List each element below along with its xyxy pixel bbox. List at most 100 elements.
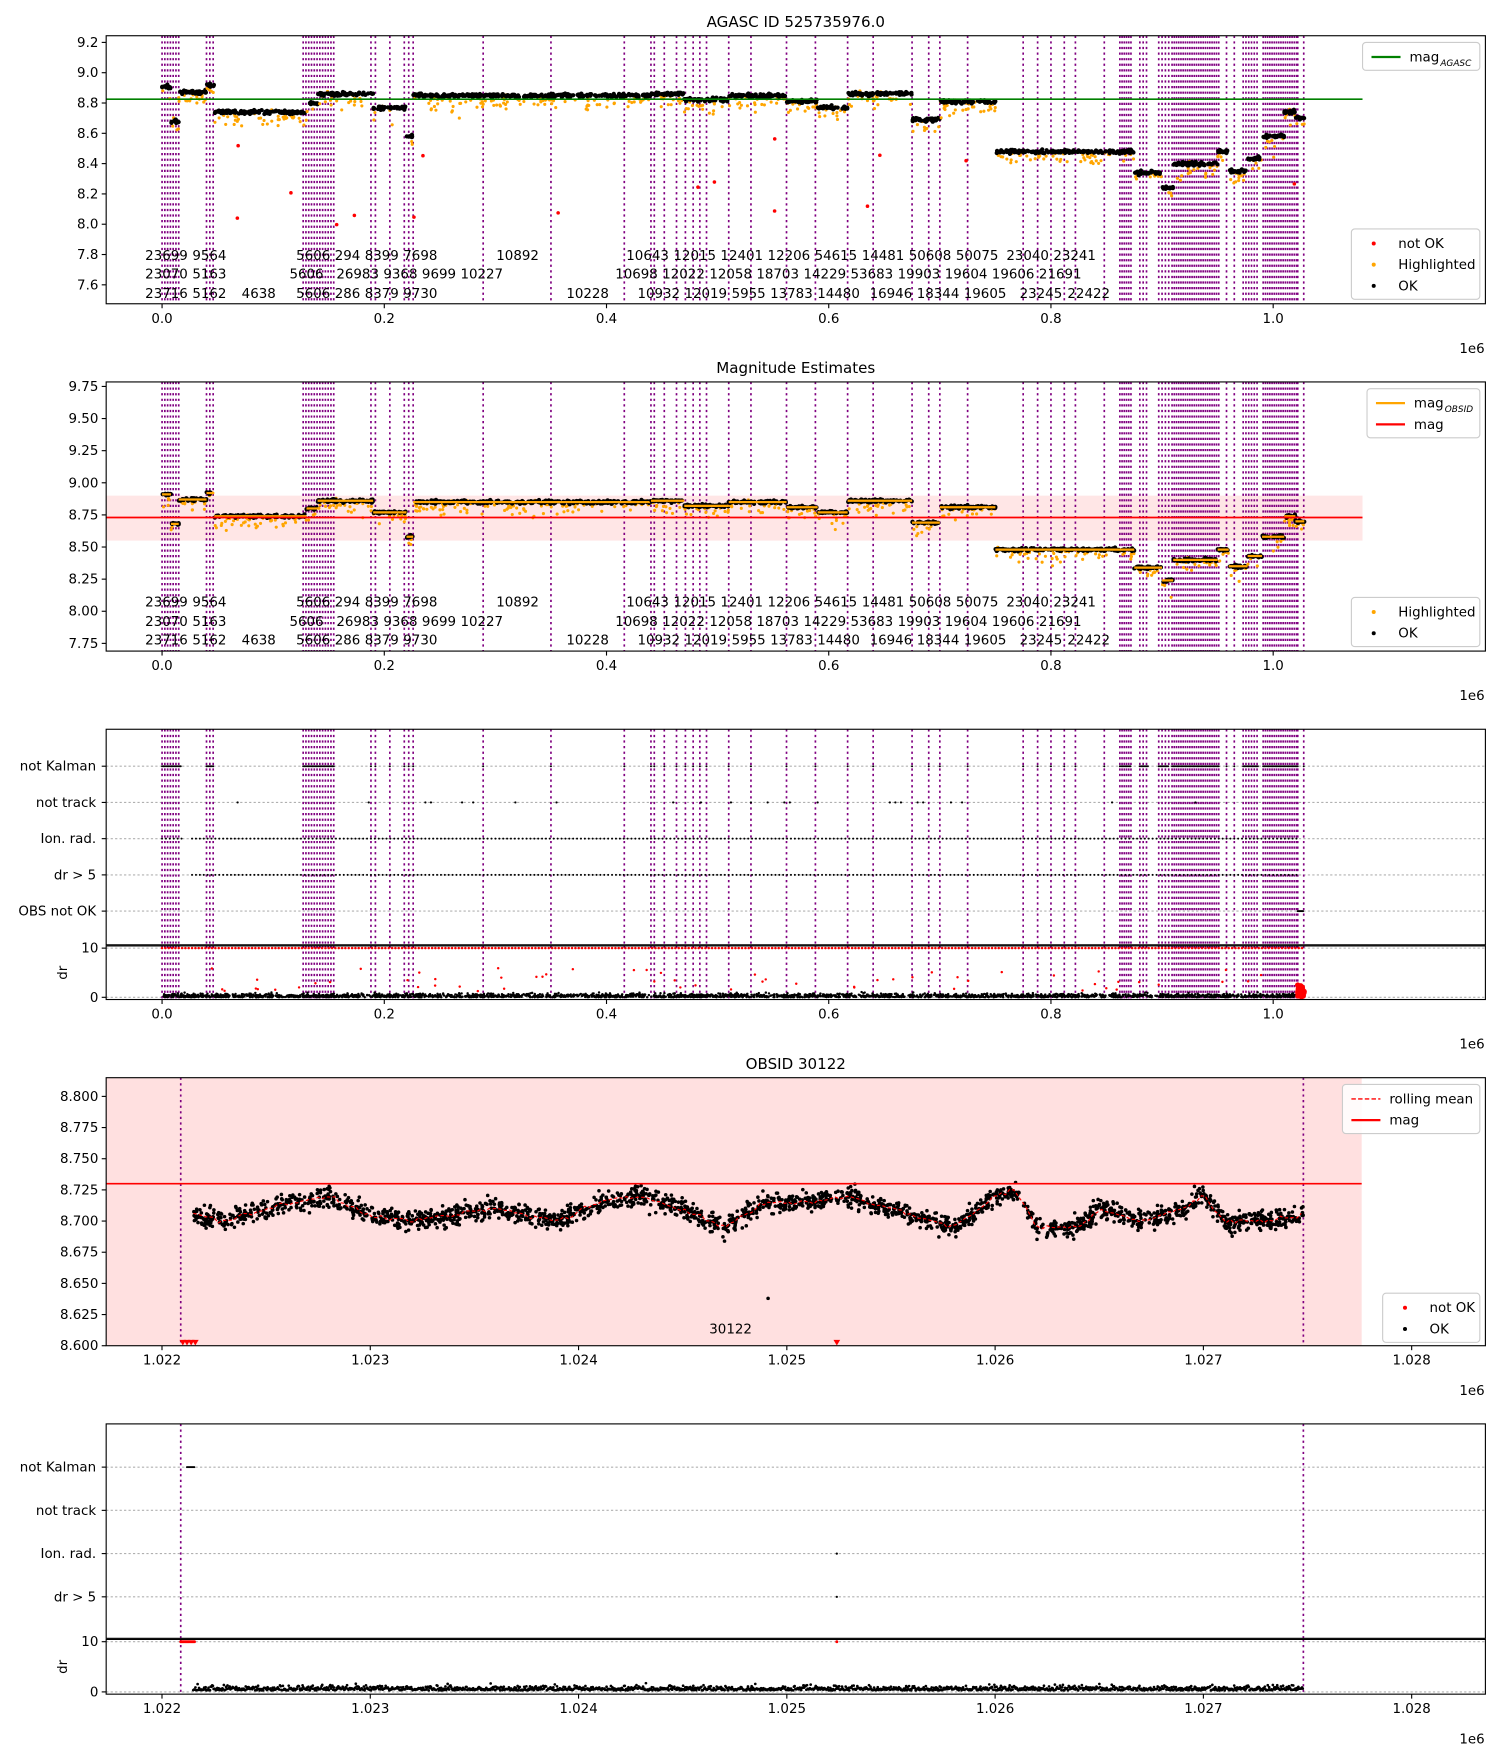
highlighted-point (1178, 178, 1182, 182)
highlighted-point (481, 102, 485, 106)
highlighted-point (960, 510, 964, 514)
ok-point (1301, 116, 1307, 121)
not-track-point (899, 801, 903, 804)
obsid-label: 9699 (422, 267, 456, 282)
ok-point (780, 92, 785, 98)
ok-point (604, 92, 609, 97)
ion-rad-point (428, 837, 431, 840)
highlighted-point (690, 103, 695, 108)
highlighted-point (830, 521, 834, 526)
ion-rad-point (634, 837, 637, 840)
highlighted-point (777, 506, 781, 510)
not-kalman-point (1167, 765, 1170, 768)
obsid-label: 54615 (815, 249, 858, 264)
ion-rad-point (276, 837, 279, 840)
highlighted-point (502, 101, 506, 105)
ok-point (200, 89, 205, 95)
not-kalman-point (911, 765, 914, 768)
ok-point (568, 94, 573, 99)
highlighted-point (1159, 175, 1163, 179)
ion-rad-point (844, 837, 847, 840)
highlighted-point (293, 518, 297, 522)
highlighted-point (678, 101, 682, 105)
highlighted-point (188, 99, 192, 103)
highlighted-point (823, 114, 827, 118)
highlighted-point (492, 503, 497, 507)
highlighted-point (723, 509, 727, 514)
not-kalman-point (705, 765, 708, 768)
ok-point (765, 93, 770, 98)
highlighted-point (230, 523, 234, 527)
y-tick-label: 9.25 (69, 444, 99, 459)
ion-rad-point (486, 837, 489, 840)
highlighted-point (753, 110, 757, 114)
ok-point (1242, 168, 1247, 173)
ion-rad-point (327, 837, 330, 840)
obsid-label: 19903 (898, 615, 941, 630)
obsid-label: 8399 (365, 249, 399, 264)
highlighted-point (457, 116, 461, 120)
obsid-label: 23241 (1053, 596, 1096, 611)
highlighted-point (462, 506, 466, 510)
highlighted-point (532, 102, 536, 106)
ok-point (1138, 171, 1143, 176)
highlighted-point (353, 100, 357, 104)
obsid-label: 5606 (289, 615, 323, 630)
ok-point (247, 110, 252, 116)
ion-rad-point (541, 837, 544, 840)
not-kalman-point (684, 765, 687, 768)
legend-box (1350, 596, 1481, 648)
highlighted-point (866, 508, 870, 512)
highlighted-point (1101, 554, 1105, 558)
ok-point (365, 91, 371, 96)
ok-point (500, 91, 505, 97)
ok-point (1107, 148, 1112, 154)
not-track-point (236, 801, 239, 804)
highlighted-point (795, 107, 800, 111)
ion-rad-point (797, 837, 800, 840)
highlighted-point (1058, 560, 1062, 564)
legend-label: mag (1414, 418, 1444, 433)
ion-rad-point (323, 837, 326, 840)
not-kalman-point (785, 765, 788, 768)
ok-point (804, 99, 809, 105)
obsid-label: 5606 (296, 596, 330, 611)
highlighted-point (1211, 172, 1215, 176)
highlighted-point (515, 506, 519, 510)
obsid-label: 12022 (662, 267, 705, 282)
ion-rad-point (556, 837, 559, 840)
highlighted-point (833, 527, 837, 532)
ion-rad-point (1085, 837, 1088, 840)
highlighted-point (504, 107, 508, 111)
highlighted-point (915, 534, 919, 538)
highlighted-point (414, 504, 419, 508)
obsid-label: 18344 (917, 633, 960, 648)
not-track-point (472, 801, 475, 804)
obsid-label: 9564 (192, 249, 226, 264)
ok-point (664, 91, 669, 96)
ok-point (342, 90, 347, 95)
highlighted-point (1197, 564, 1201, 568)
highlighted-point (912, 527, 916, 531)
not-track-point (922, 801, 925, 804)
highlighted-point (1257, 166, 1261, 170)
ion-rad-point (334, 837, 337, 840)
highlighted-point (465, 508, 469, 512)
highlighted-point (270, 119, 274, 123)
ok-point (419, 92, 424, 98)
y-tick-label: 7.6 (77, 278, 98, 293)
highlighted-point (298, 120, 302, 124)
obsid-label: 5955 (732, 633, 766, 648)
not-track-point (699, 801, 703, 804)
ok-point (441, 94, 447, 99)
ok-point (540, 94, 546, 99)
highlighted-point (972, 105, 976, 109)
highlighted-point (498, 104, 503, 108)
ion-rad-point (902, 837, 905, 840)
ok-point (1142, 171, 1147, 176)
not-kalman-point (1296, 765, 1299, 768)
x-offset-label: 1e6 (1459, 342, 1484, 357)
obsid-label: 18703 (756, 615, 799, 630)
ok-point (259, 108, 264, 113)
highlighted-point (202, 507, 206, 511)
